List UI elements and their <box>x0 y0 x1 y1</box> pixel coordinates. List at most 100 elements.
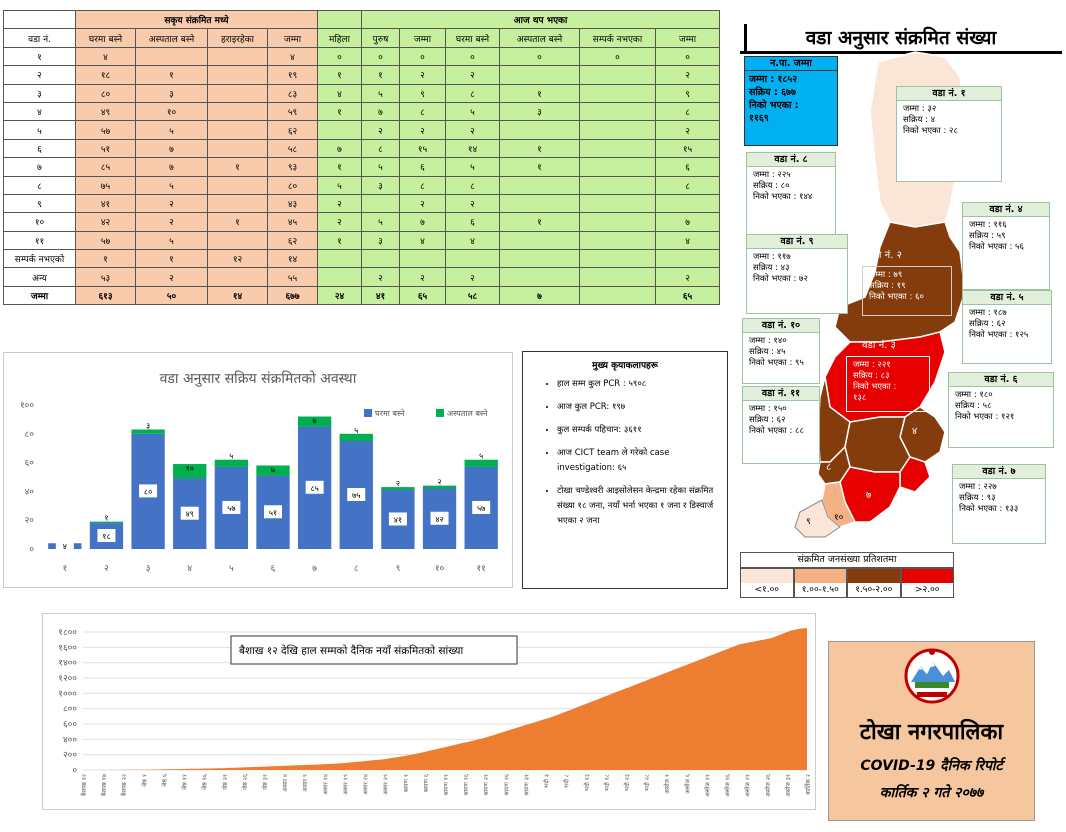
table-cell <box>207 230 268 251</box>
table-cell <box>207 175 268 195</box>
np-total-line: ११६९ <box>749 113 769 124</box>
table-cell: १ <box>317 157 362 177</box>
data-label-home: ८५ <box>310 484 318 493</box>
table-row: १० ४२ २ १ ४५ २ ५ ७ ६ १ ७ <box>3 212 721 232</box>
row-label-cell: सम्पर्क नभएको <box>3 249 76 269</box>
data-label-bg <box>472 500 491 514</box>
table-cell <box>207 101 268 122</box>
np-total-line: सक्रिय : ६७७ <box>749 87 796 98</box>
legend-label: अस्पताल बस्ने <box>447 408 488 418</box>
ward-box-line: जम्मा : २२७ <box>959 482 997 492</box>
table-cell: ६२ <box>267 120 318 140</box>
data-label-hospital: ३ <box>146 421 150 430</box>
table-cell: ५१ <box>75 138 136 159</box>
table-cell: ० <box>445 46 500 67</box>
x-tick-label: असोज ३१ <box>784 774 792 797</box>
table-cell <box>499 65 580 85</box>
bar-hospital <box>339 433 373 441</box>
table-cell <box>317 267 362 287</box>
bar-hospital <box>256 465 290 476</box>
activity-item: आज CICT team ले गरेको case investigation… <box>557 446 727 476</box>
x-tick-label: बैशाख १२ <box>80 774 88 796</box>
table-cell: ५ <box>361 212 400 232</box>
map-label-ward-4: ४ <box>912 426 917 437</box>
table-cell: १४ <box>445 138 500 159</box>
table-cell <box>207 193 268 214</box>
table-header-cell: वडा नं. <box>3 28 76 48</box>
table-cell <box>654 249 721 269</box>
x-tick-label: जेष्ठ ६ <box>160 774 168 787</box>
table-row: ८ ७५ ५ ८० ५ ३ ८ ८ ८ <box>3 175 721 195</box>
table-cell: ३ <box>135 83 208 103</box>
table-cell: २ <box>135 212 208 232</box>
daily-cases-chart: ० २०० ४०० ६०० ८०० १००० १२०० १४०० १६०० १८०० बैशाख १… <box>42 613 816 810</box>
y-tick-label: १८०० <box>58 628 77 638</box>
table-cell: १ <box>361 65 400 85</box>
y-tick-label: ४०० <box>63 735 77 745</box>
table-cell: ५ <box>361 83 400 103</box>
x-tick-label: भदौ ८ <box>563 774 571 788</box>
legend-swatch <box>848 569 900 583</box>
ward-box-line: निको भएका : ९५ <box>749 358 804 368</box>
np-total-line: निको भएका : <box>749 100 799 111</box>
ward-box-line: सक्रिय : ४३ <box>753 263 790 273</box>
table-cell <box>579 65 656 85</box>
table-cell: २ <box>654 65 721 85</box>
legend-swatch <box>901 569 953 583</box>
legend-label: १.५०-२.०० <box>855 585 893 595</box>
table-cell: १४ <box>207 285 268 306</box>
table-row: ७ ८५ ७ १ ९३ १ ५ ६ ५ १ ६ <box>3 157 721 177</box>
table-cell <box>207 46 268 67</box>
x-tick-label: २ <box>104 564 109 574</box>
x-tick-label: भदौ ३ <box>543 774 551 788</box>
x-tick-label: १० <box>435 564 445 574</box>
data-label-home: ७५ <box>352 491 360 500</box>
ward-box-line: सक्रिय : ९३ <box>959 493 996 503</box>
table-row: ११ ५७ ५ ६२ १ ३ ४ ४ ४ <box>3 230 721 251</box>
ward-box-line: निको भएका : ८८ <box>749 426 804 436</box>
bar-hospital <box>464 459 498 467</box>
group-today-header: आज थप भएका <box>360 9 721 30</box>
table-cell: ७ <box>361 101 400 122</box>
table-cell: ० <box>499 46 580 67</box>
table-cell: ५० <box>135 285 208 306</box>
table-cell: ५ <box>135 230 208 251</box>
ward-info-box: वडा नं. ७ जम्मा : २२७ सक्रिय : ९३ निको भएका… <box>952 464 1046 544</box>
table-cell <box>579 249 656 269</box>
table-cell: ५ <box>445 157 500 177</box>
legend-item: >२.०० <box>900 568 954 598</box>
table-cell: २ <box>399 120 446 140</box>
table-cell: ७ <box>135 157 208 177</box>
table-cell <box>317 249 362 269</box>
municipality-name: टोखा नगरपालिका <box>859 720 1004 745</box>
x-tick-label: श्रावण १६ <box>463 774 470 796</box>
ward-box-line: निको भएका : १२१ <box>955 412 1015 422</box>
table-cell: १ <box>75 249 136 269</box>
table-cell: ४ <box>267 46 318 67</box>
x-tick-label: ३ <box>146 564 151 574</box>
map-label-ward-3: वडा नं. ३ <box>862 339 896 351</box>
table-row: सम्पर्क नभएको १ १ १२ १४ <box>3 249 721 269</box>
table-cell: १८ <box>75 65 136 85</box>
x-tick-label: श्रावण २६ <box>503 774 510 796</box>
ward-box-line: निको भएका : १३३ <box>959 504 1019 514</box>
table-cell <box>579 138 656 159</box>
table-cell: २ <box>654 267 721 287</box>
table-cell: ५३ <box>75 267 136 287</box>
ward-box-line: जम्मा : २२५ <box>753 170 791 180</box>
x-tick-label: जेष्ठ ११ <box>181 774 189 790</box>
table-cell: १९ <box>267 65 318 85</box>
table-cell: १ <box>207 157 268 177</box>
table-cell: ५ <box>445 101 500 122</box>
ward-box-title: वडा नं. १० <box>743 319 819 333</box>
table-cell: ३ <box>361 175 400 195</box>
bar-hospital <box>422 485 457 489</box>
table-cell: ५७ <box>75 230 136 251</box>
table-cell <box>579 83 656 103</box>
table-cell: ६५ <box>654 285 721 306</box>
data-label-hospital: २ <box>396 479 400 488</box>
table-cell: ७ <box>317 138 362 159</box>
table-cell: १ <box>207 212 268 232</box>
table-corner-cell <box>3 9 76 30</box>
